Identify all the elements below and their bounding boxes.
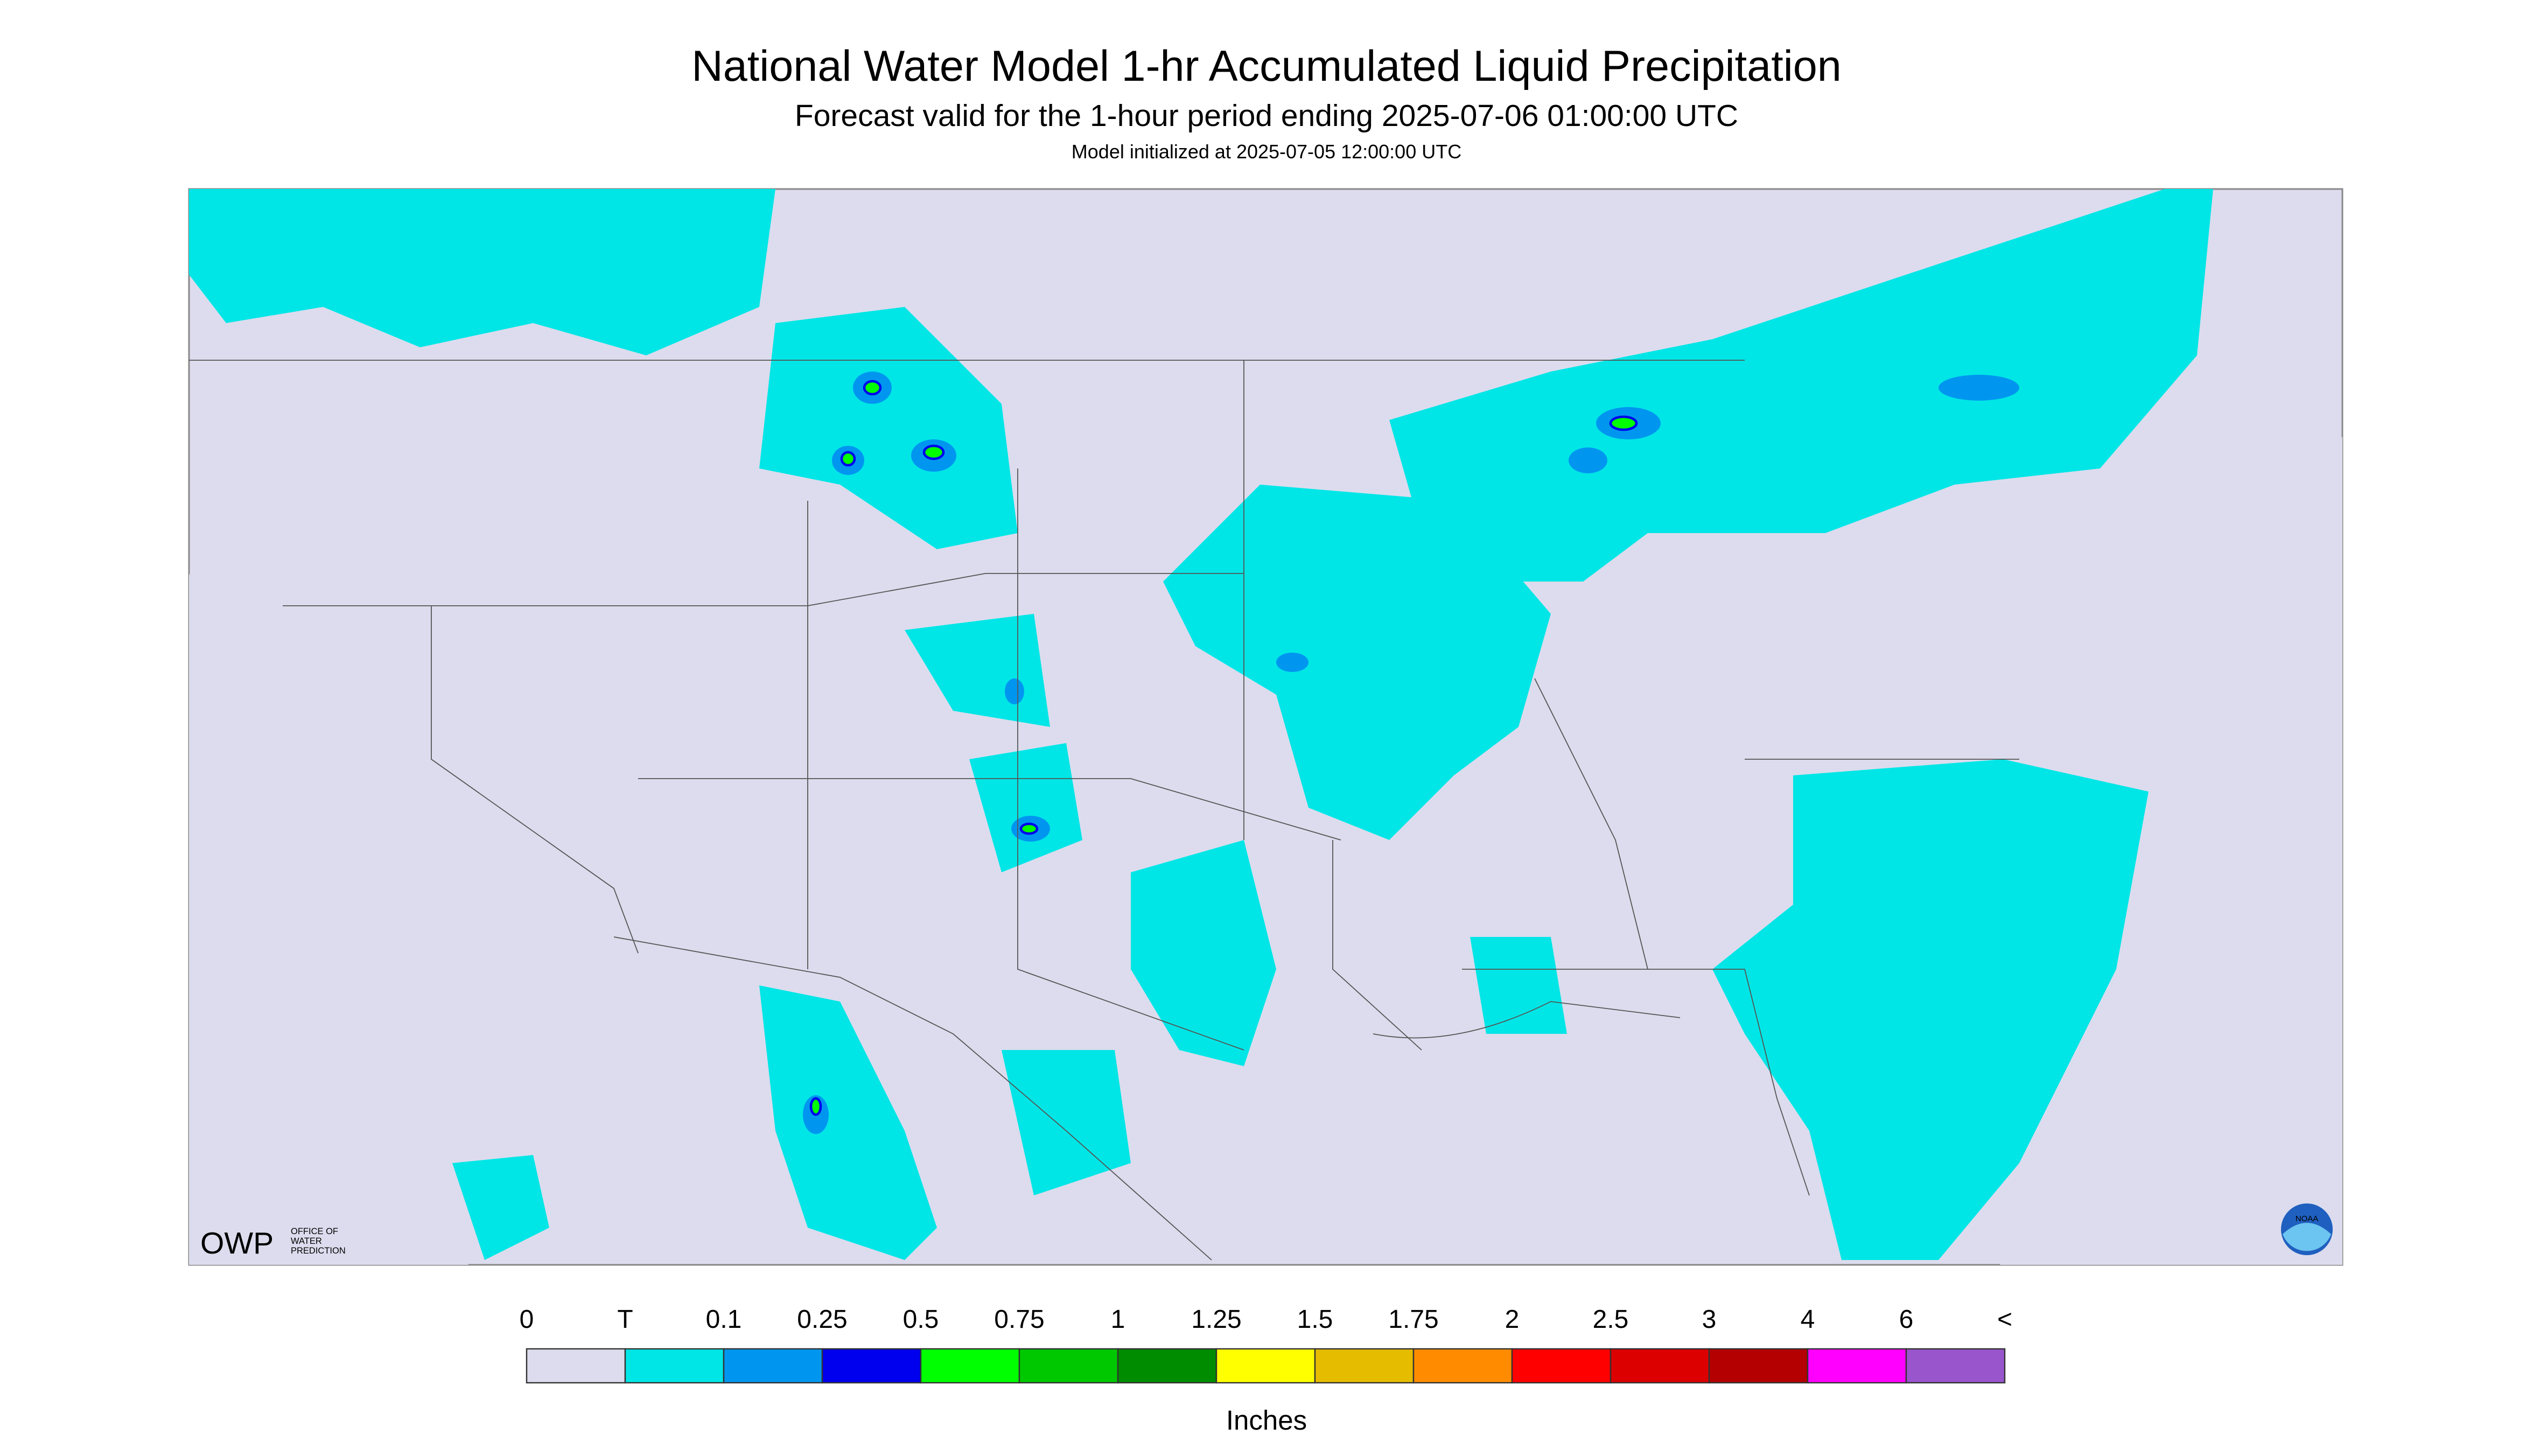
legend-label: 1 <box>1111 1305 1125 1334</box>
legend-swatch <box>1412 1348 1513 1384</box>
legend-swatch <box>821 1348 922 1384</box>
legend-label: 0.75 <box>994 1305 1044 1334</box>
legend-label: T <box>617 1305 633 1334</box>
init-time: Model initialized at 2025-07-05 12:00:00… <box>1072 141 1461 163</box>
legend-label: 2 <box>1505 1305 1520 1334</box>
noaa-logo-wave <box>2283 1223 2331 1251</box>
legend-label: 1.5 <box>1297 1305 1333 1334</box>
legend-swatch <box>1807 1348 1907 1384</box>
owp-logo-line: PREDICTION <box>291 1246 346 1256</box>
projection-edge <box>2000 436 2342 1265</box>
noaa-logo-text: NOAA <box>2296 1214 2319 1223</box>
legend-label: 3 <box>1702 1305 1717 1334</box>
owp-logo-text: OWP <box>200 1226 274 1261</box>
legend-label: 1.25 <box>1191 1305 1241 1334</box>
legend-label: 0.25 <box>797 1305 847 1334</box>
boundaries <box>189 360 2019 1261</box>
owp-logo-line: WATER <box>291 1236 322 1246</box>
owp-logo: OWP OFFICE OF WATER PREDICTION <box>200 1226 346 1261</box>
legend-label: 2.5 <box>1593 1305 1629 1334</box>
precip-areas <box>189 189 2213 1261</box>
legend: 0 T 0.1 0.25 0.5 0.75 1 1.25 1.5 1.75 2 2.5 3 4 6 < <box>520 1305 2012 1384</box>
legend-label: 0.5 <box>903 1305 939 1334</box>
subtitle: Forecast valid for the 1-hour period end… <box>795 99 1738 133</box>
projection-edge <box>189 573 468 1265</box>
legend-swatch <box>1610 1348 1710 1384</box>
legend-swatch <box>526 1348 626 1384</box>
map <box>188 188 2343 1266</box>
legend-swatch <box>1215 1348 1316 1384</box>
legend-swatch <box>1314 1348 1415 1384</box>
title: National Water Model 1-hr Accumulated Li… <box>691 42 1842 90</box>
legend-label: 0.1 <box>706 1305 742 1334</box>
legend-swatch <box>1905 1348 2006 1384</box>
precip-areas-heavy <box>809 380 1638 1116</box>
legend-label: 1.75 <box>1388 1305 1438 1334</box>
legend-label: 6 <box>1899 1305 1914 1334</box>
owp-logo-line: OFFICE OF <box>291 1227 338 1236</box>
legend-swatch <box>1708 1348 1809 1384</box>
legend-label: < <box>1997 1305 2012 1334</box>
legend-swatch <box>1018 1348 1119 1384</box>
legend-swatch <box>1117 1348 1217 1384</box>
legend-swatch <box>723 1348 823 1384</box>
legend-label: 0 <box>520 1305 534 1334</box>
noaa-logo: NOAA <box>2281 1203 2333 1256</box>
legend-label: 4 <box>1801 1305 1815 1334</box>
legend-swatch <box>624 1348 725 1384</box>
legend-swatch <box>920 1348 1020 1384</box>
legend-unit: Inches <box>1226 1405 1307 1436</box>
legend-swatch <box>1511 1348 1612 1384</box>
